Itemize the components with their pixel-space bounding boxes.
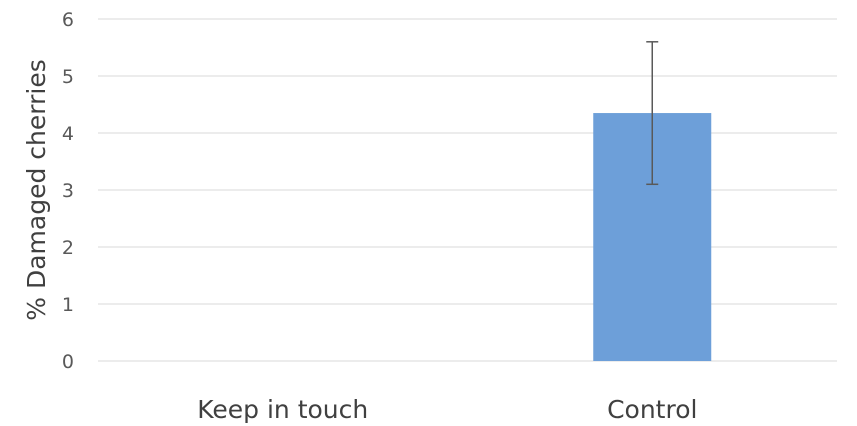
- error-bar-control: [646, 41, 659, 186]
- y-tick-label: 2: [62, 237, 74, 259]
- y-tick-label: 3: [62, 180, 74, 202]
- x-axis-categories: Keep in touch Control: [197, 395, 697, 424]
- y-tick-label: 0: [62, 351, 74, 373]
- y-tick-label: 5: [62, 66, 74, 88]
- error-bars: [646, 41, 659, 186]
- x-category-label: Keep in touch: [197, 395, 368, 424]
- gridlines: [98, 18, 837, 362]
- y-tick-label: 1: [62, 294, 74, 316]
- y-tick-label: 6: [62, 9, 74, 31]
- y-axis-title: % Damaged cherries: [22, 59, 51, 320]
- x-category-label: Control: [607, 395, 697, 424]
- y-tick-label: 4: [62, 123, 74, 145]
- y-axis-ticks: 0 1 2 3 4 5 6: [62, 9, 74, 373]
